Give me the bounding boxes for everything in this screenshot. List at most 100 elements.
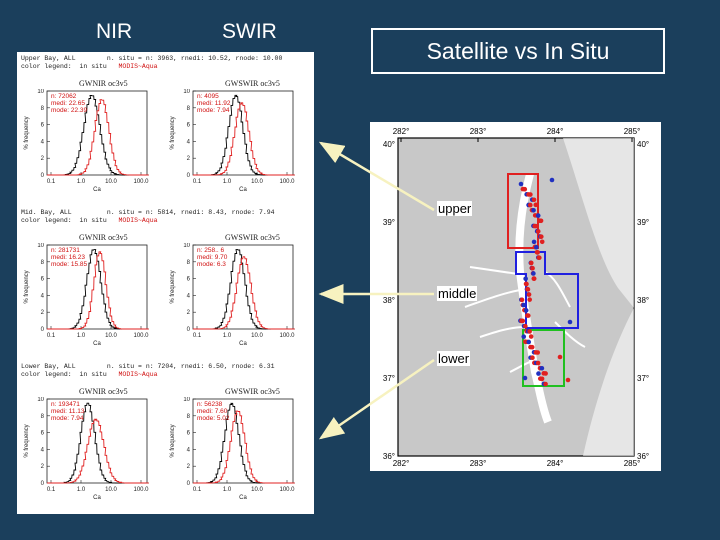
svg-text:2: 2 (187, 310, 191, 316)
svg-text:% frequency: % frequency (24, 270, 30, 303)
region-label-upper: upper (437, 201, 473, 216)
map-top-tick: 283° (470, 127, 487, 136)
sample-point (535, 229, 541, 234)
svg-text:% frequency: % frequency (24, 116, 30, 149)
svg-text:0: 0 (41, 481, 45, 487)
swir-plot-1-stats: n: 4095 medi: 11.92 mode: 7.94 (197, 93, 231, 114)
svg-text:8: 8 (187, 260, 191, 266)
svg-text:% frequency: % frequency (170, 424, 176, 457)
svg-text:2: 2 (41, 156, 45, 162)
svg-text:100.0: 100.0 (133, 333, 149, 339)
legend-modis: MODIS~Aqua (118, 370, 158, 378)
sample-point (521, 302, 526, 308)
sample-point (533, 223, 539, 229)
map-top-tick: 282° (393, 127, 410, 136)
svg-text:1.0: 1.0 (223, 333, 232, 339)
sample-point (530, 355, 535, 361)
sample-point (531, 207, 536, 213)
svg-text:Ca: Ca (93, 495, 101, 501)
svg-text:10: 10 (183, 243, 190, 249)
sample-point (530, 265, 535, 271)
row-legend: color legend: in situ MODIS~Aqua (21, 62, 158, 70)
svg-text:Ca: Ca (239, 495, 247, 501)
region-box-middle (515, 251, 579, 329)
row-legend: color legend: in situ MODIS~Aqua (21, 370, 158, 378)
sample-point (557, 354, 563, 360)
sample-point (539, 376, 545, 382)
region-label-middle: middle (437, 286, 478, 301)
sample-point (539, 239, 545, 245)
sample-point (565, 377, 571, 383)
row-header-1: Upper Bay, ALL n. situ = n: 3963, rnedi:… (21, 55, 282, 70)
sample-point (529, 344, 535, 350)
sample-point (527, 297, 532, 302)
sample-point (522, 186, 528, 192)
map-right-tick: 36° (637, 452, 649, 461)
sample-point (523, 308, 529, 313)
sample-point (543, 381, 548, 387)
svg-text:8: 8 (41, 414, 45, 420)
svg-text:% frequency: % frequency (170, 116, 176, 149)
svg-text:4: 4 (187, 139, 191, 145)
sample-point (528, 260, 534, 266)
sample-point (523, 276, 528, 282)
svg-text:2: 2 (41, 464, 45, 470)
svg-text:100.0: 100.0 (279, 333, 295, 339)
svg-text:0.1: 0.1 (193, 179, 202, 185)
map-left-tick: 38° (383, 296, 395, 305)
map-bottom-tick: 285° (624, 459, 641, 468)
map-bottom-tick: 283° (470, 459, 487, 468)
nir-plot-1-stats: n: 72062 medi: 22.65 mode: 22.39 (51, 93, 88, 114)
map-right-tick: 38° (637, 296, 649, 305)
sample-point (528, 192, 533, 197)
svg-text:10: 10 (37, 89, 44, 95)
sample-point (539, 234, 544, 239)
svg-text:0.1: 0.1 (193, 333, 202, 339)
svg-text:6: 6 (41, 123, 45, 129)
row-header-2: Mid. Bay, ALL n. situ = n: 5814, rnedi: … (21, 209, 275, 224)
svg-text:100.0: 100.0 (133, 487, 149, 493)
svg-text:0.1: 0.1 (47, 179, 56, 185)
svg-text:10.0: 10.0 (105, 487, 117, 493)
sample-point (520, 318, 526, 324)
map-bottom-tick: 284° (547, 459, 564, 468)
svg-text:10: 10 (183, 397, 190, 403)
svg-text:6: 6 (187, 431, 191, 437)
sample-point (525, 287, 531, 292)
swir-plot-2-stats: n: 258.. 6 medi: 9.70 mode: 6.3 (197, 247, 228, 268)
svg-text:4: 4 (41, 139, 45, 145)
svg-text:10: 10 (37, 243, 44, 249)
svg-text:6: 6 (187, 277, 191, 283)
swir-plot-3-histogram: 0 2 4 6 8 10 0.1 1.0 10.0 100.0 % frequency Ca (170, 397, 295, 501)
sample-point (523, 323, 528, 329)
svg-text:8: 8 (41, 260, 45, 266)
svg-text:Ca: Ca (239, 187, 247, 193)
svg-text:% frequency: % frequency (24, 424, 30, 457)
sample-point (539, 365, 545, 371)
nir-plot-3-title: GWNIR oc3v5 (79, 387, 128, 396)
svg-text:% frequency: % frequency (170, 270, 176, 303)
svg-text:10: 10 (183, 89, 190, 95)
slide-title: Satellite vs In Situ (371, 28, 665, 74)
svg-text:0: 0 (41, 173, 45, 179)
swir-plot-3-stats: n: 56238 medi: 7.60 mode: 5.02 (197, 401, 230, 422)
sample-point (535, 213, 541, 218)
map-left-tick: 39° (383, 218, 395, 227)
sample-point (525, 313, 531, 318)
svg-text:4: 4 (41, 293, 45, 299)
svg-text:0.1: 0.1 (47, 333, 56, 339)
swir-plot-2-title: GWSWIR oc3v5 (225, 233, 280, 242)
legend-modis: MODIS~Aqua (118, 62, 158, 70)
svg-text:8: 8 (41, 106, 45, 112)
nir-plot-2-stats: n: 281731 medi: 16.23 mode: 15.85 (51, 247, 88, 268)
sample-point (531, 276, 537, 281)
sample-point (543, 371, 548, 376)
sample-point (526, 339, 532, 345)
map-right-tick: 40° (637, 140, 649, 149)
svg-text:10.0: 10.0 (105, 333, 117, 339)
svg-text:Ca: Ca (93, 341, 101, 347)
row-header-3: Lower Bay, ALL n. situ = n: 7204, rnedi:… (21, 363, 275, 378)
map-bottom-tick: 282° (393, 459, 410, 468)
sample-point (536, 371, 541, 376)
map-left-tick: 40° (383, 140, 395, 149)
